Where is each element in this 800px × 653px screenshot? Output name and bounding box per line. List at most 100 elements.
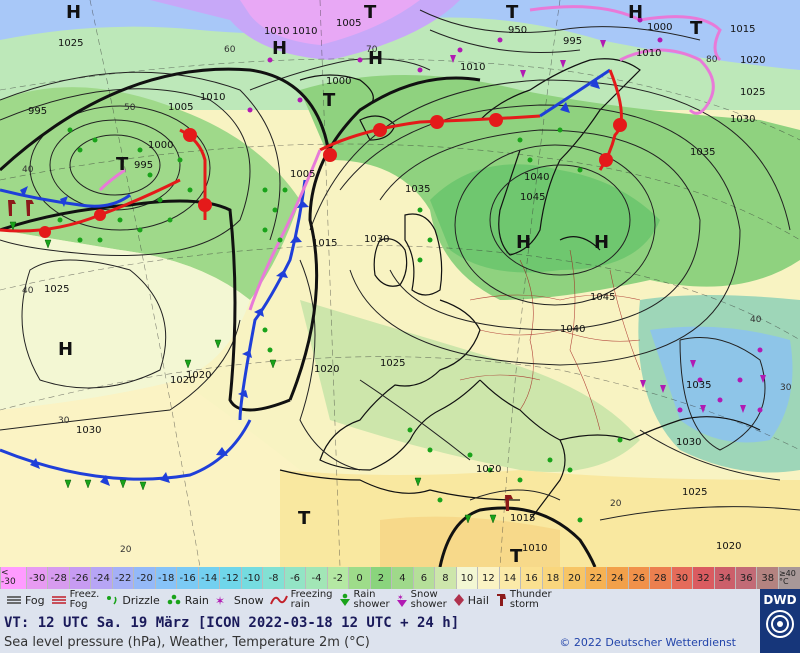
- thunderstorm-icon: [496, 594, 506, 606]
- map-subtitle: Sea level pressure (hPa), Weather, Tempe…: [4, 635, 370, 650]
- isobar-label: 1010: [636, 48, 661, 59]
- isobar-label: 995: [563, 36, 582, 47]
- scale-cell: -20: [133, 567, 155, 589]
- scale-cell: -16: [176, 567, 198, 589]
- scale-cell: ≥40 °C: [777, 567, 800, 589]
- legend-label: Snow: [233, 593, 264, 607]
- pressure-center-label: T: [323, 90, 336, 111]
- legend-freezing-fog: Freez. Fog: [51, 589, 100, 610]
- info-panel: VT: 12 UTC Sa. 19 März [ICON 2022-03-18 …: [0, 611, 760, 653]
- weather-legend: Fog Freez. Fog Drizzle Rain ✶ Snow Freezi…: [0, 589, 760, 611]
- isobar-label: 1030: [364, 234, 389, 245]
- pressure-center-label: T: [116, 154, 129, 175]
- svg-text:✶: ✶: [397, 593, 404, 602]
- legend-drizzle: Drizzle: [105, 593, 160, 607]
- legend-label: Freezing: [290, 589, 333, 600]
- isotherm-label: 70: [366, 45, 378, 55]
- scale-cell: -10: [240, 567, 263, 589]
- scale-cell: 6: [412, 567, 435, 589]
- isobar-label: 1005: [168, 102, 193, 113]
- isobar-label: 1030: [676, 437, 701, 448]
- legend-label: storm: [509, 599, 539, 610]
- pressure-center-label: T: [298, 508, 311, 529]
- legend-freezing-rain: Freezing rain: [269, 589, 333, 610]
- legend-label: Hail: [467, 593, 489, 607]
- isobar-label: 1045: [590, 292, 615, 303]
- scale-cell: -12: [219, 567, 241, 589]
- scale-cell: 26: [627, 567, 650, 589]
- scale-cell: 2: [369, 567, 392, 589]
- scale-cell: -28: [47, 567, 69, 589]
- isobar-label: 1030: [730, 114, 755, 125]
- isobar-label: 1010: [292, 26, 317, 37]
- drizzle-icon: [107, 596, 117, 605]
- legend-snow-shower: ✶ Snow shower: [396, 590, 447, 610]
- isobar-label: 1045: [520, 192, 545, 203]
- scale-cell: 12: [477, 567, 499, 589]
- isobar-label: 1010: [200, 92, 225, 103]
- scale-cell: 18: [541, 567, 564, 589]
- legend-label: shower: [353, 599, 390, 610]
- legend-label: Freez.: [69, 589, 100, 600]
- temperature-scale: < -30 -30 -28 -26 -24 -22 -20 -18 -16 -14 -12 -10 -8…: [0, 567, 800, 589]
- scale-cell: -6: [283, 567, 306, 589]
- logo-text: DWD: [763, 593, 797, 607]
- isobar-label: 1025: [58, 38, 83, 49]
- scale-cell: 32: [692, 567, 714, 589]
- scale-cell: -2: [326, 567, 349, 589]
- dwd-swirl-icon: [766, 610, 794, 638]
- scale-cell: 28: [649, 567, 671, 589]
- legend-label: Rain: [184, 593, 209, 607]
- scale-cell: -4: [305, 567, 327, 589]
- isobar-label: 1020: [186, 370, 211, 381]
- legend-label: Snow: [410, 589, 438, 600]
- scale-cell: 30: [670, 567, 693, 589]
- legend-snow: ✶ Snow: [215, 594, 264, 607]
- isobar-label: 1000: [647, 22, 672, 33]
- isobar-label: 1035: [690, 147, 715, 158]
- isotherm-label: 20: [120, 545, 132, 555]
- isobar-label: 1010: [522, 543, 547, 554]
- isobar-label: 1025: [682, 487, 707, 498]
- isobar-label: 1005: [336, 18, 361, 29]
- pressure-center-label: T: [690, 18, 703, 39]
- isobar-label: 1020: [476, 464, 501, 475]
- isobar-label: 1030: [76, 425, 101, 436]
- copyright: © 2022 Deutscher Wetterdienst: [559, 636, 736, 649]
- legend-fog: Fog: [6, 594, 45, 607]
- legend-rain: Rain: [166, 594, 209, 607]
- isobar-label: 1005: [290, 169, 315, 180]
- isobar-label: 1025: [44, 284, 69, 295]
- isobar-label: 1020: [716, 541, 741, 552]
- scale-cell: -18: [154, 567, 177, 589]
- isobar-label: 1015: [730, 24, 755, 35]
- fog-icon: [7, 596, 21, 604]
- isobar-label: 1040: [560, 324, 585, 335]
- freezing-rain-icon: [269, 595, 288, 605]
- scale-cell: -14: [197, 567, 220, 589]
- isobar-label: 1020: [740, 55, 765, 66]
- legend-label: Fog: [25, 593, 45, 607]
- snow-icon: ✶: [215, 594, 225, 606]
- svg-text:✶: ✶: [215, 594, 225, 606]
- hail-icon: [453, 594, 464, 606]
- isotherm-label: 50: [124, 103, 136, 113]
- pressure-center-label: T: [510, 546, 523, 567]
- scale-cell: -8: [262, 567, 284, 589]
- pressure-center-label: H: [628, 2, 643, 23]
- isobar-label: 1040: [524, 172, 549, 183]
- pressure-center-label: H: [272, 38, 287, 59]
- snow-shower-icon: ✶: [396, 593, 407, 607]
- pressure-center-label: H: [594, 232, 609, 253]
- scale-cell: 8: [434, 567, 456, 589]
- scale-cell: 22: [584, 567, 607, 589]
- legend-label: shower: [410, 599, 447, 610]
- legend-label: Drizzle: [122, 593, 160, 607]
- rain-shower-icon: [339, 593, 350, 606]
- legend-hail: Hail: [453, 593, 489, 607]
- scale-cell: 10: [455, 567, 478, 589]
- isobar-label: 1000: [148, 140, 173, 151]
- isobar-label: 995: [28, 106, 47, 117]
- scale-cell: -30: [26, 567, 48, 589]
